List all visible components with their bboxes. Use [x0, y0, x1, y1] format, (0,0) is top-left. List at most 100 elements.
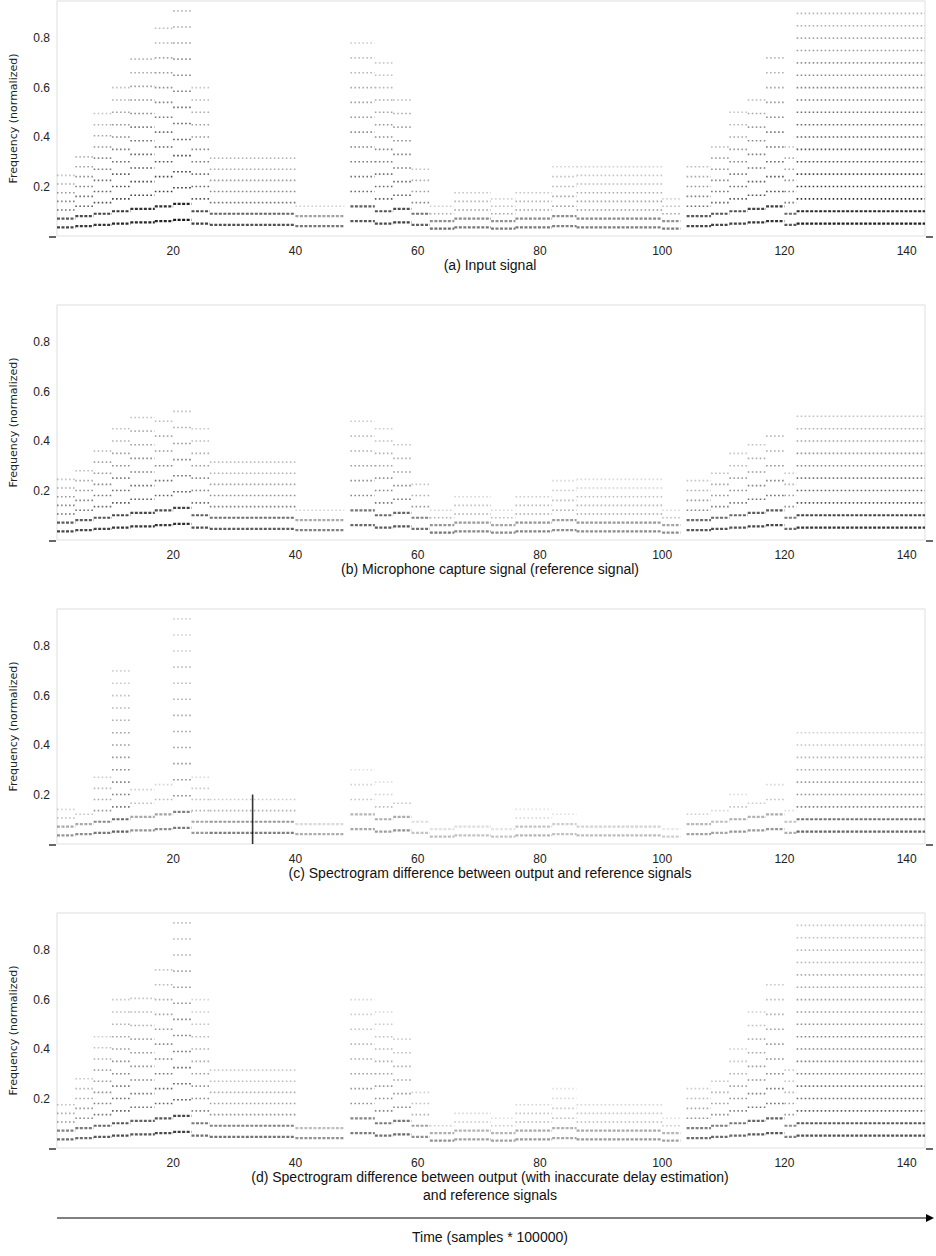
- harmonic: [766, 1132, 784, 1134]
- harmonic: [173, 922, 191, 924]
- harmonic: [375, 1110, 393, 1112]
- harmonic: [454, 1113, 491, 1115]
- harmonic: [729, 465, 747, 467]
- harmonic: [112, 757, 130, 759]
- harmonic: [797, 1024, 925, 1026]
- harmonic: [577, 1121, 663, 1123]
- harmonic: [94, 202, 112, 204]
- harmonic: [552, 519, 576, 521]
- harmonic: [454, 826, 491, 828]
- harmonic: [173, 507, 191, 509]
- harmonic: [687, 176, 711, 178]
- harmonic: [112, 1011, 130, 1013]
- harmonic: [491, 1125, 515, 1127]
- harmonic: [173, 1099, 191, 1101]
- harmonic: [112, 1024, 130, 1026]
- harmonic: [797, 25, 925, 27]
- harmonic: [350, 999, 374, 1001]
- harmonic: [75, 1078, 93, 1080]
- harmonic: [577, 487, 663, 489]
- harmonic: [662, 1132, 680, 1134]
- harmonic: [430, 1139, 454, 1141]
- harmonic: [173, 123, 191, 125]
- harmonic: [552, 833, 576, 835]
- harmonic: [430, 206, 454, 208]
- harmonic: [191, 112, 209, 114]
- x-tick-label: 120: [774, 1156, 794, 1170]
- harmonic: [210, 528, 296, 530]
- harmonic: [784, 1103, 796, 1105]
- harmonic: [191, 149, 209, 151]
- panel: 0.20.40.60.820406080100120140Frequency (…: [7, 305, 933, 577]
- harmonic: [210, 1080, 296, 1082]
- plot-frame: [57, 913, 925, 1148]
- harmonic: [191, 788, 209, 790]
- harmonic: [515, 209, 552, 211]
- harmonic: [552, 1127, 576, 1129]
- harmonic: [711, 1125, 729, 1127]
- harmonic: [711, 1092, 729, 1094]
- harmonic: [130, 485, 154, 487]
- harmonic: [75, 833, 93, 835]
- harmonic: [210, 202, 296, 204]
- harmonic: [748, 1038, 766, 1040]
- harmonic: [112, 831, 130, 833]
- harmonic: [112, 794, 130, 796]
- x-tick-label: 20: [166, 852, 180, 866]
- y-axis-label: Frequency (normalized): [7, 53, 20, 183]
- harmonic: [687, 833, 711, 835]
- axis-end-mark: [49, 844, 56, 845]
- harmonic: [191, 210, 209, 212]
- harmonic: [350, 784, 374, 786]
- harmonic: [797, 732, 925, 734]
- harmonic: [155, 27, 173, 29]
- harmonic: [155, 480, 173, 482]
- harmonic: [430, 510, 454, 512]
- harmonic: [454, 192, 491, 194]
- harmonic: [112, 1098, 130, 1100]
- harmonic: [112, 1073, 130, 1075]
- harmonic: [515, 826, 552, 828]
- harmonic: [748, 816, 766, 818]
- harmonic: [350, 220, 374, 222]
- harmonic: [173, 954, 191, 956]
- harmonic: [295, 215, 344, 217]
- harmonic: [729, 502, 747, 504]
- harmonic: [711, 180, 729, 182]
- harmonic: [729, 112, 747, 114]
- harmonic: [155, 969, 173, 971]
- y-tick-label: 0.2: [33, 788, 50, 802]
- harmonic: [729, 161, 747, 163]
- harmonic: [173, 634, 191, 636]
- harmonic: [687, 225, 711, 227]
- x-tick-label: 60: [411, 244, 425, 258]
- harmonic: [552, 225, 576, 227]
- harmonic: [748, 525, 766, 527]
- harmonic: [112, 527, 130, 529]
- harmonic: [784, 157, 796, 159]
- harmonic: [173, 411, 191, 413]
- harmonic: [112, 695, 130, 697]
- x-tick-label: 40: [289, 852, 303, 866]
- harmonic: [295, 225, 344, 227]
- harmonic: [173, 763, 191, 765]
- harmonic: [577, 166, 663, 168]
- harmonic: [350, 1132, 374, 1134]
- harmonic: [155, 176, 173, 178]
- harmonic: [191, 440, 209, 442]
- harmonic: [350, 146, 374, 148]
- x-tick-label: 20: [166, 548, 180, 562]
- harmonic: [375, 1011, 393, 1013]
- harmonic: [375, 465, 393, 467]
- harmonic: [191, 810, 209, 812]
- harmonic: [130, 1093, 154, 1095]
- harmonic: [112, 186, 130, 188]
- harmonic: [94, 135, 112, 137]
- harmonic: [94, 113, 112, 115]
- plot-frame: [57, 609, 925, 844]
- harmonic: [711, 472, 729, 474]
- harmonic: [766, 999, 784, 1001]
- harmonic: [748, 99, 766, 101]
- harmonic: [112, 1061, 130, 1063]
- harmonic: [729, 1061, 747, 1063]
